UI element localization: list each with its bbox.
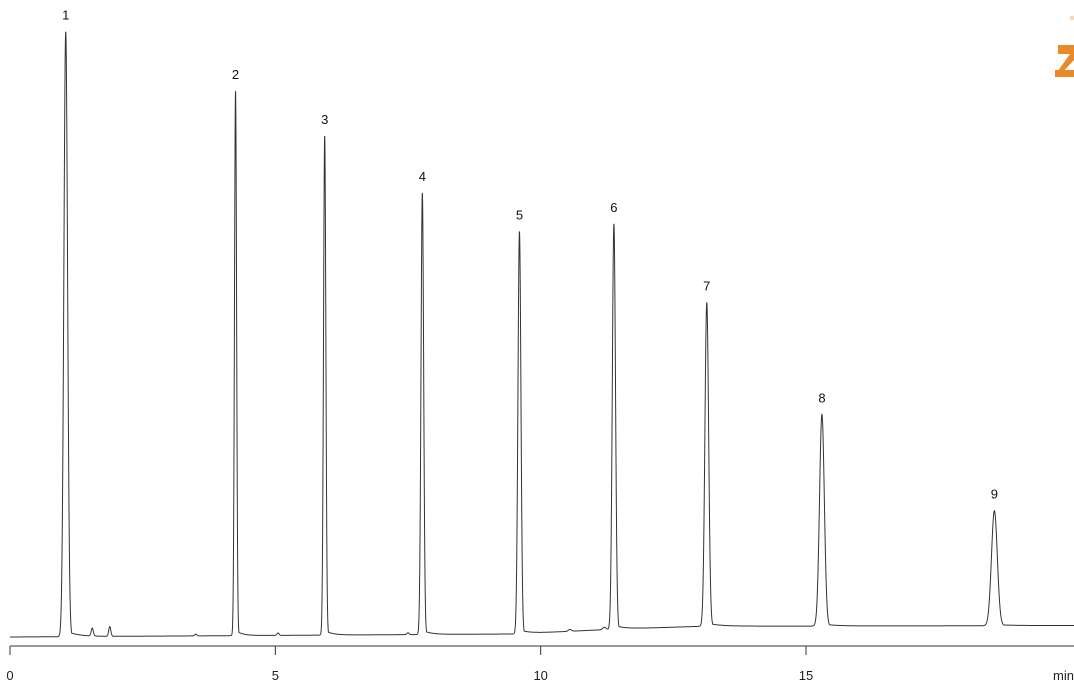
logo-diagonal bbox=[1055, 54, 1074, 75]
peak-labels: 1 2 3 4 5 6 7 8 9 bbox=[62, 8, 998, 502]
logo-bar bbox=[1055, 70, 1074, 77]
x-tick-label: 15 bbox=[799, 668, 813, 682]
x-tick-label: 10 bbox=[533, 668, 547, 682]
peak-label: 4 bbox=[419, 169, 426, 184]
z-logo-icon bbox=[1055, 15, 1074, 77]
peak-label: 1 bbox=[62, 8, 69, 23]
peak-label: 6 bbox=[610, 200, 617, 215]
chromatogram-trace bbox=[10, 31, 1074, 638]
peak-label: 2 bbox=[232, 67, 239, 82]
peak-label: 7 bbox=[703, 278, 710, 293]
x-tick-label: 0 bbox=[6, 668, 13, 682]
x-axis-ticks: 0 5 10 15 bbox=[6, 646, 813, 682]
peak-label: 9 bbox=[991, 487, 998, 502]
logo-dot bbox=[1069, 15, 1074, 21]
peak-label: 8 bbox=[818, 390, 825, 405]
x-axis-unit-label: min bbox=[1053, 668, 1074, 682]
peak-label: 5 bbox=[516, 207, 523, 222]
logo-bar bbox=[1058, 45, 1074, 54]
x-tick-label: 5 bbox=[272, 668, 279, 682]
peak-label: 3 bbox=[321, 112, 328, 127]
